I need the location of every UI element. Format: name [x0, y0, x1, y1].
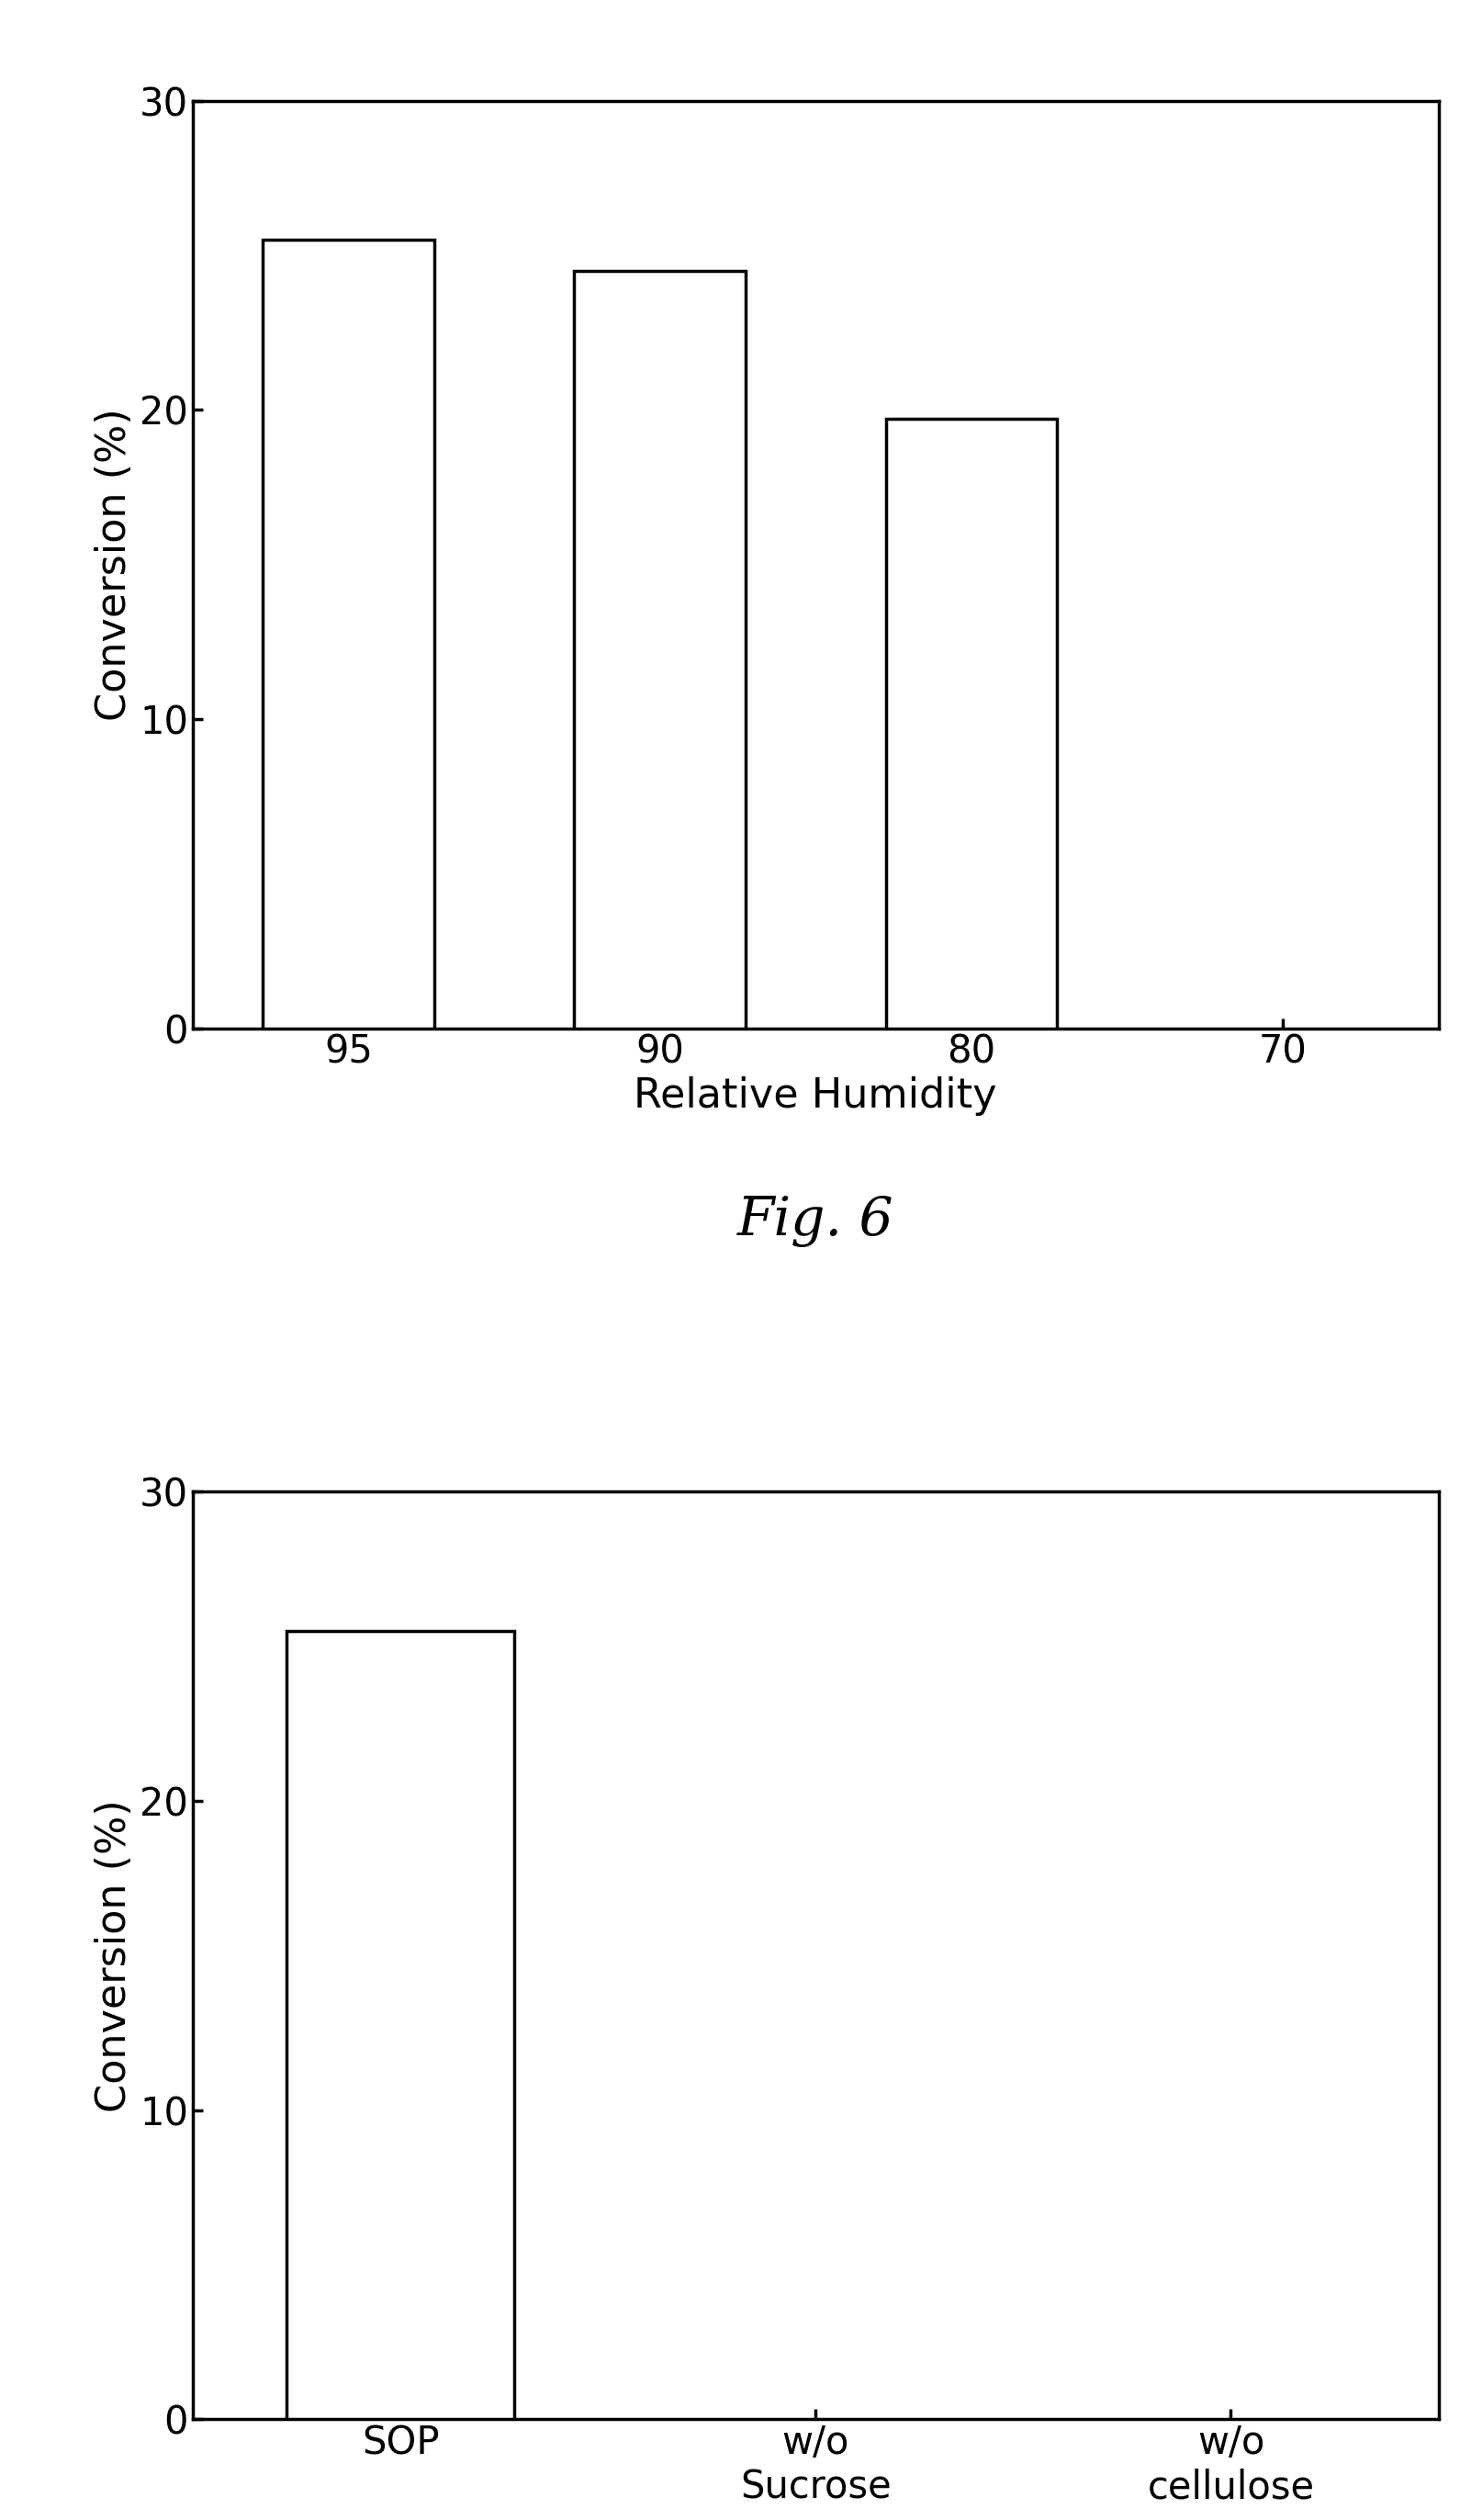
Bar: [286, 1630, 514, 2419]
Bar: [262, 239, 434, 1028]
Y-axis label: Conversion (%): Conversion (%): [95, 408, 135, 721]
X-axis label: Relative Humidity: Relative Humidity: [634, 1076, 996, 1116]
Bar: [885, 418, 1057, 1028]
Text: Fig. 6: Fig. 6: [737, 1194, 894, 1247]
Y-axis label: Conversion (%): Conversion (%): [95, 1799, 135, 2112]
Bar: [574, 270, 745, 1028]
